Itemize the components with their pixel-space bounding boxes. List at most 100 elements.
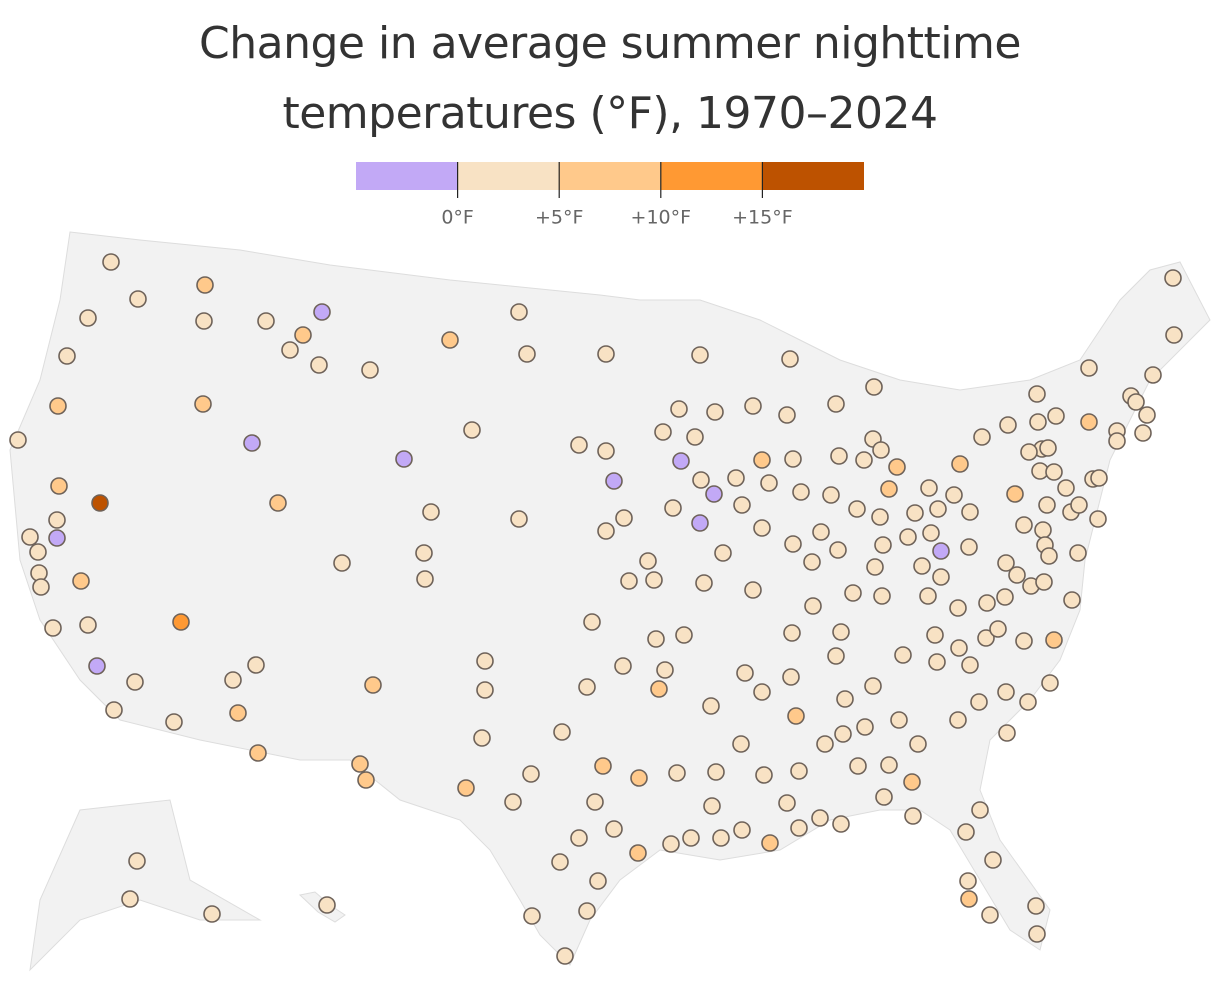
station-dot <box>1127 393 1145 411</box>
station-dot <box>620 572 638 590</box>
station-dot <box>856 718 874 736</box>
station-dot <box>811 809 829 827</box>
station-dot <box>1015 516 1033 534</box>
station-dot <box>422 503 440 521</box>
station-dot <box>744 397 762 415</box>
station-dot <box>832 623 850 641</box>
station-dot <box>989 620 1007 638</box>
station-dot <box>997 683 1015 701</box>
station-dot <box>787 707 805 725</box>
station-dot <box>691 346 709 364</box>
station-dot <box>736 664 754 682</box>
station-dot <box>682 829 700 847</box>
station-dot <box>949 599 967 617</box>
station-dot <box>586 793 604 811</box>
station-dot <box>855 451 873 469</box>
station-dot <box>1019 693 1037 711</box>
station-dot <box>973 428 991 446</box>
station-dot <box>865 378 883 396</box>
map-base <box>9 231 1211 972</box>
station-dot <box>932 568 950 586</box>
station-dot <box>441 331 459 349</box>
station-dot <box>257 312 275 330</box>
station-dot <box>105 701 123 719</box>
station-dot <box>871 508 889 526</box>
station-dot <box>866 558 884 576</box>
station-dot <box>1035 573 1053 591</box>
station-dot <box>1138 406 1156 424</box>
station-dot <box>79 309 97 327</box>
station-dot <box>919 587 937 605</box>
station-dot <box>873 587 891 605</box>
station-dot <box>650 680 668 698</box>
station-dot <box>945 486 963 504</box>
station-dot <box>1008 566 1026 584</box>
station-dot <box>727 469 745 487</box>
station-dot <box>929 500 947 518</box>
station-dot <box>1089 510 1107 528</box>
station-dot <box>790 762 808 780</box>
station-dot <box>578 902 596 920</box>
station-dot <box>702 697 720 715</box>
station-dot <box>32 578 50 596</box>
station-dot <box>913 557 931 575</box>
station-dot <box>615 509 633 527</box>
station-dot <box>848 500 866 518</box>
station-dot <box>1045 631 1063 649</box>
station-dot <box>1028 925 1046 943</box>
legend-tick-label: +10°F <box>631 207 692 229</box>
station-dot <box>364 676 382 694</box>
station-dot <box>998 724 1016 742</box>
station-dot <box>705 485 723 503</box>
station-dot <box>570 436 588 454</box>
station-dot <box>961 656 979 674</box>
station-dot <box>457 779 475 797</box>
station-dot <box>72 572 90 590</box>
station-dot <box>670 400 688 418</box>
station-dot <box>1029 413 1047 431</box>
legend-swatch <box>356 162 458 190</box>
station-dot <box>415 544 433 562</box>
station-dot <box>318 896 336 914</box>
station-dot <box>605 472 623 490</box>
station-dot <box>872 441 890 459</box>
station-dot <box>961 503 979 521</box>
station-dot <box>313 303 331 321</box>
station-dot <box>88 657 106 675</box>
station-dot <box>510 303 528 321</box>
contiguous-us <box>9 231 1211 966</box>
station-dot <box>203 905 221 923</box>
station-dot <box>997 554 1015 572</box>
station-dot <box>551 853 569 871</box>
station-dot <box>195 312 213 330</box>
station-dot <box>1015 632 1033 650</box>
legend: 0°F +5°F +10°F +15°F <box>356 162 864 229</box>
station-dot <box>949 711 967 729</box>
station-dot <box>224 671 242 689</box>
station-dot <box>645 571 663 589</box>
station-dot <box>1034 521 1052 539</box>
station-dot <box>760 474 778 492</box>
station-dot <box>1144 366 1162 384</box>
station-dot <box>753 519 771 537</box>
station-dot <box>1028 385 1046 403</box>
station-dot <box>706 403 724 421</box>
station-dot <box>614 657 632 675</box>
station-dot <box>1069 544 1087 562</box>
station-dot <box>522 765 540 783</box>
station-dot <box>880 480 898 498</box>
station-dot <box>583 613 601 631</box>
station-dot <box>1040 547 1058 565</box>
station-dot <box>932 542 950 560</box>
station-dot <box>48 529 66 547</box>
station-dot <box>165 713 183 731</box>
station-dot <box>922 524 940 542</box>
legend-swatch <box>762 162 864 190</box>
station-dot <box>1047 407 1065 425</box>
station-dot <box>784 450 802 468</box>
station-dot <box>733 496 751 514</box>
station-dot <box>1063 591 1081 609</box>
station-dot <box>783 624 801 642</box>
station-dot <box>1108 432 1126 450</box>
station-dot <box>874 536 892 554</box>
